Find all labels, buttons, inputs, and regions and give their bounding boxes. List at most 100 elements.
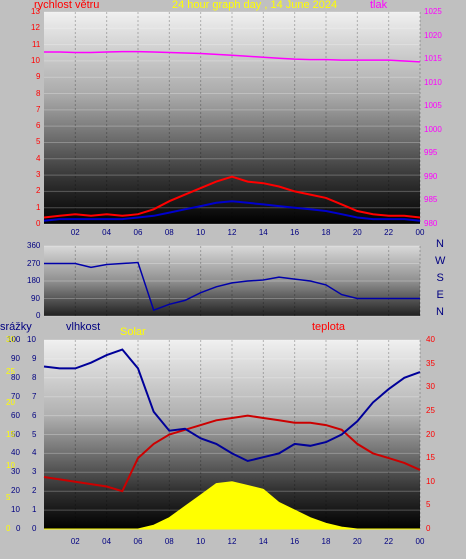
pressure-tick: 995	[424, 148, 438, 158]
time-tick: 00	[415, 537, 425, 546]
wind-direction-tick: 270	[27, 258, 41, 268]
temperature-tick: 5	[426, 500, 431, 510]
time-tick: 22	[384, 537, 394, 546]
time-tick: 00	[415, 228, 425, 237]
humidity-tick: 90	[11, 353, 20, 363]
rain-tick: 3	[32, 467, 37, 477]
humidity-tick: 60	[11, 410, 20, 420]
solar-series	[44, 481, 420, 530]
humidity-tick: 50	[11, 429, 20, 439]
time-tick: 06	[133, 228, 143, 237]
pressure-tick: 1010	[424, 77, 442, 87]
compass-label: E	[436, 289, 444, 301]
wind-speed-tick: 8	[36, 88, 41, 98]
wind-speed-tick: 10	[31, 55, 40, 65]
wind-speed-tick: 12	[31, 23, 40, 33]
time-tick: 04	[102, 537, 112, 546]
time-tick: 08	[164, 228, 174, 237]
wind-direction-tick: 90	[31, 293, 40, 303]
time-tick: 18	[321, 537, 331, 546]
humidity-label: vlhkost	[66, 321, 101, 333]
rain-tick: 9	[32, 353, 37, 363]
compass-label: S	[436, 272, 444, 284]
time-tick: 12	[227, 537, 237, 546]
time-tick: 02	[70, 537, 80, 546]
temperature-label: teplota	[312, 321, 346, 333]
wind-speed-tick: 1	[36, 202, 41, 212]
temperature-tick: 25	[426, 405, 435, 415]
humidity-tick: 70	[11, 391, 20, 401]
pressure-tick: 985	[424, 195, 438, 205]
wind-gust-series	[43, 175, 421, 219]
chart-title: 24 hour graph day , 14 June 2024	[172, 0, 338, 11]
temperature-tick: 10	[426, 476, 435, 486]
pressure-label: tlak	[370, 0, 388, 11]
time-tick: 16	[290, 228, 300, 237]
time-tick: 10	[196, 537, 206, 546]
wind-direction-plot-area	[44, 246, 420, 316]
compass-label: N	[436, 238, 444, 250]
time-tick: 14	[258, 228, 268, 237]
humidity-tick: 20	[11, 486, 20, 496]
temperature-tick: 30	[426, 382, 435, 392]
rain-tick: 0	[32, 524, 37, 533]
wind-speed-tick: 11	[32, 39, 41, 49]
pressure-tick: 1000	[424, 124, 442, 134]
wind-direction-tick: 360	[27, 241, 41, 250]
wind-speed-tick: 7	[36, 104, 41, 114]
wind-speed-label: rychlost větru	[34, 0, 100, 11]
solar-tick: 20	[6, 398, 15, 407]
wind-speed-tick: 5	[36, 137, 41, 147]
pressure-tick: 980	[424, 219, 438, 228]
solar-label: Solar	[120, 326, 146, 338]
wind-speed-tick: 13	[31, 7, 40, 16]
humidity-tick: 0	[16, 524, 21, 533]
wind-direction-tick: 180	[27, 276, 41, 285]
time-tick: 14	[258, 537, 268, 546]
solar-tick: 25	[6, 366, 15, 376]
temperature-series	[43, 414, 421, 493]
humidity-tick: 10	[11, 505, 20, 515]
rain-tick: 10	[27, 335, 36, 344]
wind-speed-tick: 2	[36, 186, 41, 196]
rain-tick: 1	[32, 505, 37, 515]
compass-label: W	[435, 255, 446, 267]
solar-tick: 0	[6, 524, 11, 533]
time-tick: 10	[196, 228, 206, 237]
top-plot-area	[44, 12, 420, 224]
wind-speed-tick: 3	[36, 170, 41, 180]
wind-direction-tick: 0	[36, 311, 41, 320]
humidity-tick: 40	[11, 448, 20, 458]
temperature-tick: 15	[426, 453, 435, 463]
time-tick: 04	[102, 228, 112, 237]
humidity-tick: 30	[11, 467, 20, 477]
wind-direction-series	[44, 261, 420, 312]
time-tick: 02	[70, 228, 80, 237]
solar-tick: 5	[6, 492, 11, 502]
solar-tick: 10	[6, 461, 15, 470]
temperature-tick: 40	[426, 335, 435, 344]
temperature-tick: 35	[426, 358, 435, 368]
temperature-tick: 0	[426, 524, 431, 533]
pressure-series	[44, 50, 421, 63]
rain-tick: 7	[32, 391, 37, 401]
time-tick: 16	[290, 537, 300, 546]
time-tick: 22	[384, 228, 394, 237]
time-tick: 20	[352, 228, 362, 237]
pressure-tick: 1020	[424, 30, 442, 40]
pressure-tick: 1015	[424, 54, 442, 64]
rain-tick: 8	[32, 372, 37, 382]
humidity-tick: 80	[11, 372, 20, 382]
pressure-tick: 1005	[424, 101, 442, 111]
wind-speed-tick: 9	[36, 72, 41, 82]
pressure-tick: 1025	[424, 7, 442, 16]
pressure-tick: 990	[424, 171, 438, 181]
humidity-tick: 100	[7, 335, 21, 344]
rain-tick: 5	[32, 429, 37, 439]
time-tick: 20	[352, 537, 362, 546]
wind-speed-tick: 0	[36, 219, 41, 228]
solar-tick: 15	[6, 429, 15, 439]
wind-speed-tick: 6	[36, 121, 41, 131]
